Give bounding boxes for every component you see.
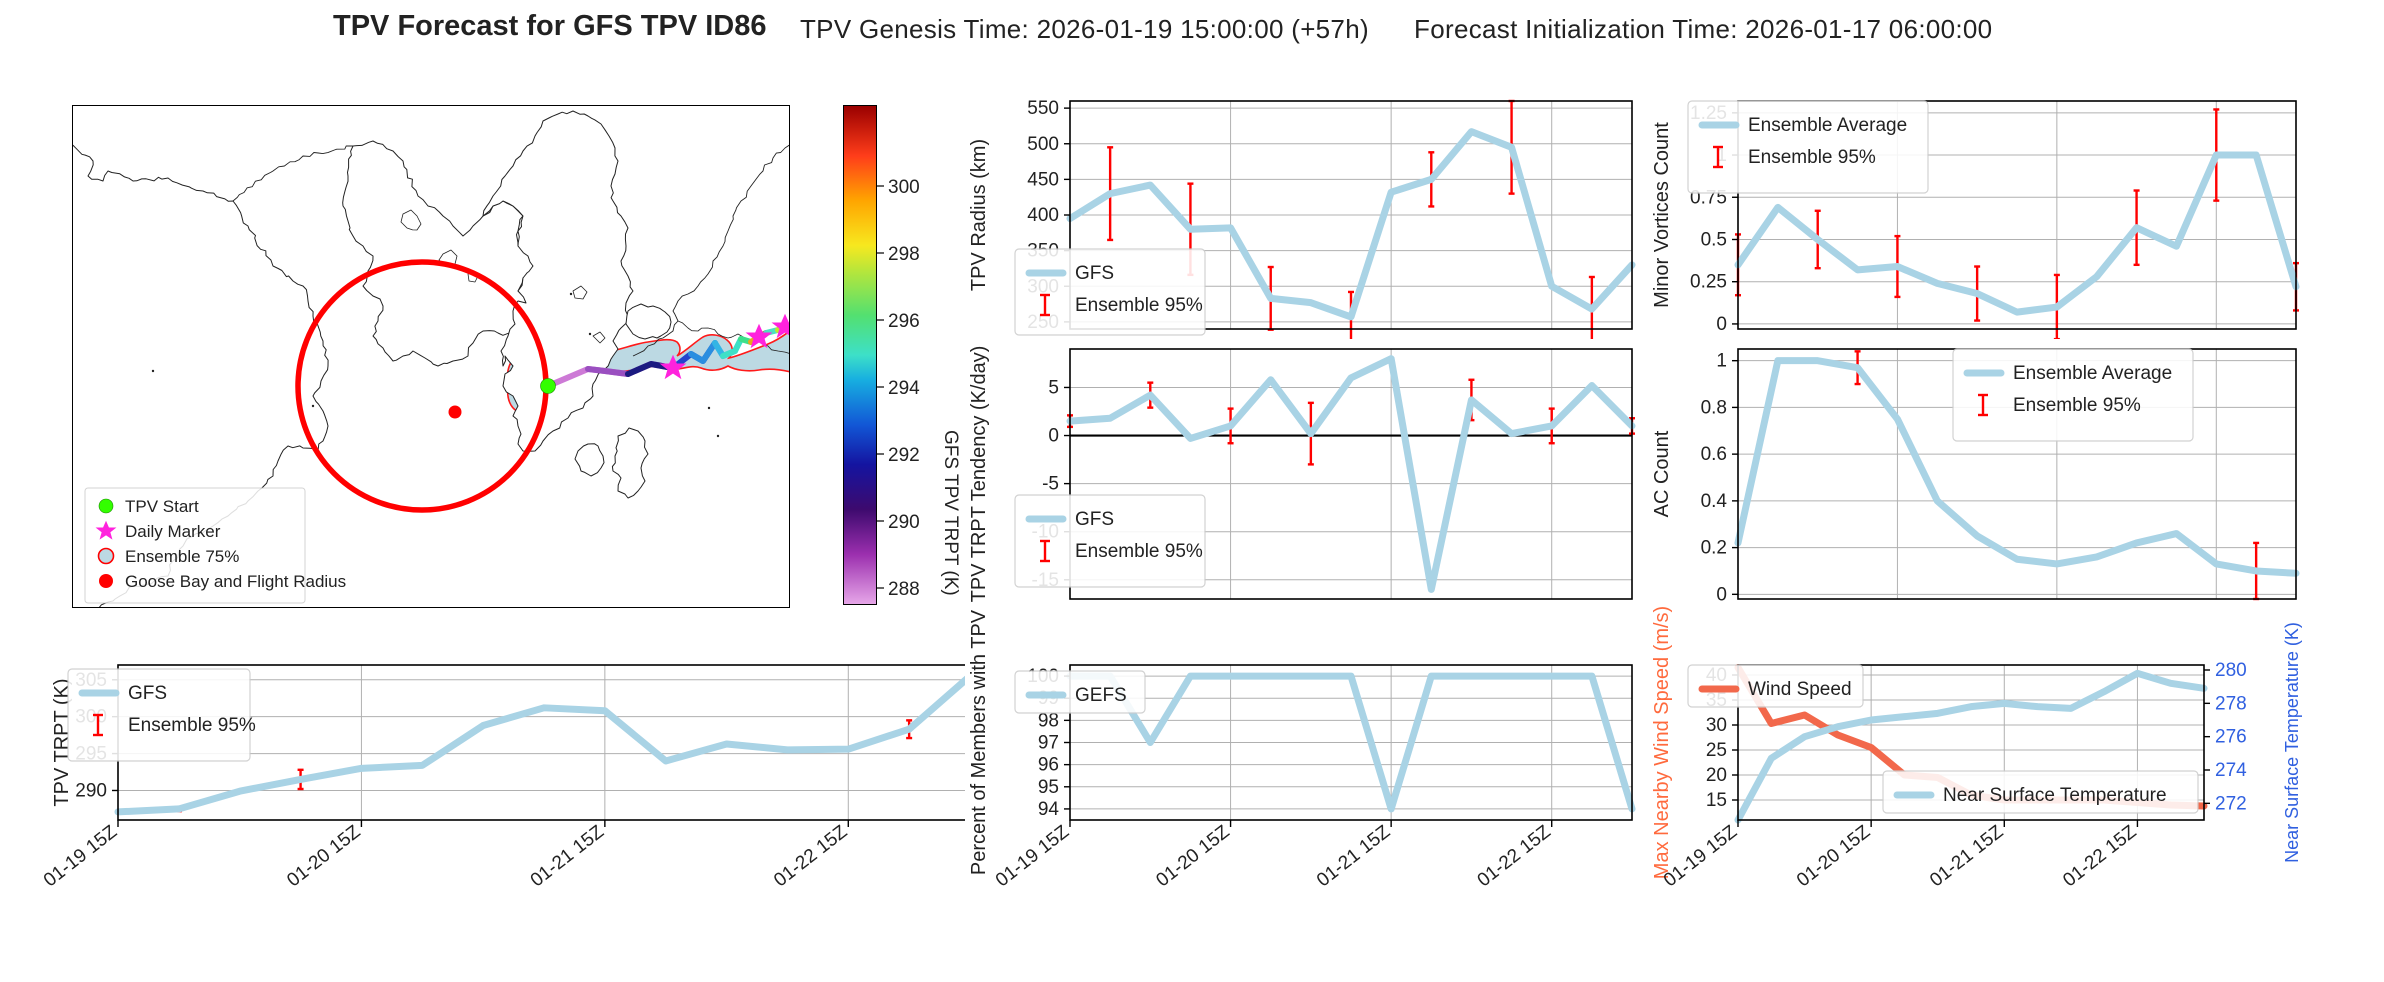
svg-text:97: 97 — [1038, 733, 1059, 754]
svg-text:450: 450 — [1027, 169, 1059, 190]
svg-text:Ensemble Average: Ensemble Average — [2013, 363, 2172, 384]
svg-text:0: 0 — [1716, 584, 1727, 605]
svg-text:1: 1 — [1716, 351, 1727, 372]
svg-text:01-22 15Z: 01-22 15Z — [2059, 821, 2140, 891]
svg-text:288: 288 — [888, 579, 920, 600]
svg-text:290: 290 — [75, 780, 107, 801]
svg-text:Ensemble 95%: Ensemble 95% — [2013, 395, 2141, 416]
svg-text:294: 294 — [888, 378, 920, 399]
svg-text:GFS: GFS — [1075, 263, 1114, 284]
svg-text:0.6: 0.6 — [1701, 444, 1727, 465]
svg-text:292: 292 — [888, 445, 920, 466]
svg-text:298: 298 — [888, 244, 920, 265]
svg-text:300: 300 — [888, 177, 920, 198]
svg-text:Percent of Members with TPV: Percent of Members with TPV — [968, 609, 990, 875]
svg-text:TPV Radius (km): TPV Radius (km) — [968, 139, 990, 291]
svg-text:01-19 15Z: 01-19 15Z — [40, 821, 121, 891]
svg-text:Near Surface Temperature (K): Near Surface Temperature (K) — [2282, 622, 2302, 863]
svg-text:20: 20 — [1706, 765, 1727, 786]
svg-text:01-20 15Z: 01-20 15Z — [1793, 821, 1874, 891]
svg-text:AC Count: AC Count — [1651, 430, 1673, 517]
svg-text:278: 278 — [2215, 693, 2247, 714]
svg-text:95: 95 — [1038, 777, 1059, 798]
svg-text:01-21 15Z: 01-21 15Z — [527, 821, 608, 891]
svg-text:01-22 15Z: 01-22 15Z — [770, 821, 851, 891]
svg-text:0: 0 — [1716, 314, 1727, 335]
svg-text:GFS: GFS — [128, 683, 167, 704]
svg-text:Wind Speed: Wind Speed — [1748, 679, 1852, 700]
svg-text:Goose Bay and Flight Radius: Goose Bay and Flight Radius — [125, 572, 346, 591]
svg-text:01-19 15Z: 01-19 15Z — [992, 821, 1073, 891]
svg-text:TPV TRPT Tendency (K/day): TPV TRPT Tendency (K/day) — [968, 346, 990, 603]
svg-text:5: 5 — [1048, 377, 1059, 398]
svg-text:Max Nearby Wind Speed (m/s): Max Nearby Wind Speed (m/s) — [1651, 606, 1673, 879]
svg-text:Ensemble Average: Ensemble Average — [1748, 115, 1907, 136]
svg-text:Daily Marker: Daily Marker — [125, 522, 221, 541]
svg-text:276: 276 — [2215, 727, 2247, 748]
svg-text:Near Surface Temperature: Near Surface Temperature — [1943, 785, 2167, 806]
svg-text:01-21 15Z: 01-21 15Z — [1313, 821, 1394, 891]
svg-text:01-20 15Z: 01-20 15Z — [1152, 821, 1233, 891]
svg-text:GFS: GFS — [1075, 509, 1114, 530]
svg-text:Minor Vortices Count: Minor Vortices Count — [1651, 122, 1673, 308]
svg-text:0: 0 — [1048, 426, 1059, 447]
svg-text:-5: -5 — [1042, 474, 1059, 495]
svg-text:274: 274 — [2215, 760, 2247, 781]
svg-text:01-21 15Z: 01-21 15Z — [1926, 821, 2007, 891]
svg-text:272: 272 — [2215, 793, 2247, 814]
svg-text:Ensemble 95%: Ensemble 95% — [1075, 541, 1203, 562]
svg-text:15: 15 — [1706, 790, 1727, 811]
svg-text:0.5: 0.5 — [1701, 229, 1727, 250]
svg-text:296: 296 — [888, 311, 920, 332]
svg-text:500: 500 — [1027, 134, 1059, 155]
svg-text:25: 25 — [1706, 740, 1727, 761]
svg-text:0.4: 0.4 — [1701, 491, 1728, 512]
svg-text:94: 94 — [1038, 799, 1060, 820]
svg-text:01-20 15Z: 01-20 15Z — [283, 821, 364, 891]
svg-text:0.2: 0.2 — [1701, 538, 1727, 559]
svg-text:290: 290 — [888, 512, 920, 533]
svg-text:01-22 15Z: 01-22 15Z — [1474, 821, 1555, 891]
svg-text:96: 96 — [1038, 755, 1059, 776]
svg-text:0.8: 0.8 — [1701, 397, 1727, 418]
svg-text:Ensemble 95%: Ensemble 95% — [1075, 295, 1203, 316]
svg-text:GEFS: GEFS — [1075, 685, 1127, 706]
svg-text:Ensemble 95%: Ensemble 95% — [1748, 147, 1876, 168]
svg-text:GFS TPV TRPT (K): GFS TPV TRPT (K) — [940, 430, 961, 596]
svg-text:550: 550 — [1027, 98, 1059, 119]
svg-text:Ensemble 75%: Ensemble 75% — [125, 547, 239, 566]
svg-text:TPV Start: TPV Start — [125, 497, 199, 516]
svg-text:280: 280 — [2215, 660, 2247, 681]
svg-text:Ensemble 95%: Ensemble 95% — [128, 715, 256, 736]
svg-text:0.25: 0.25 — [1690, 272, 1727, 293]
svg-text:400: 400 — [1027, 205, 1059, 226]
svg-text:30: 30 — [1706, 715, 1727, 736]
